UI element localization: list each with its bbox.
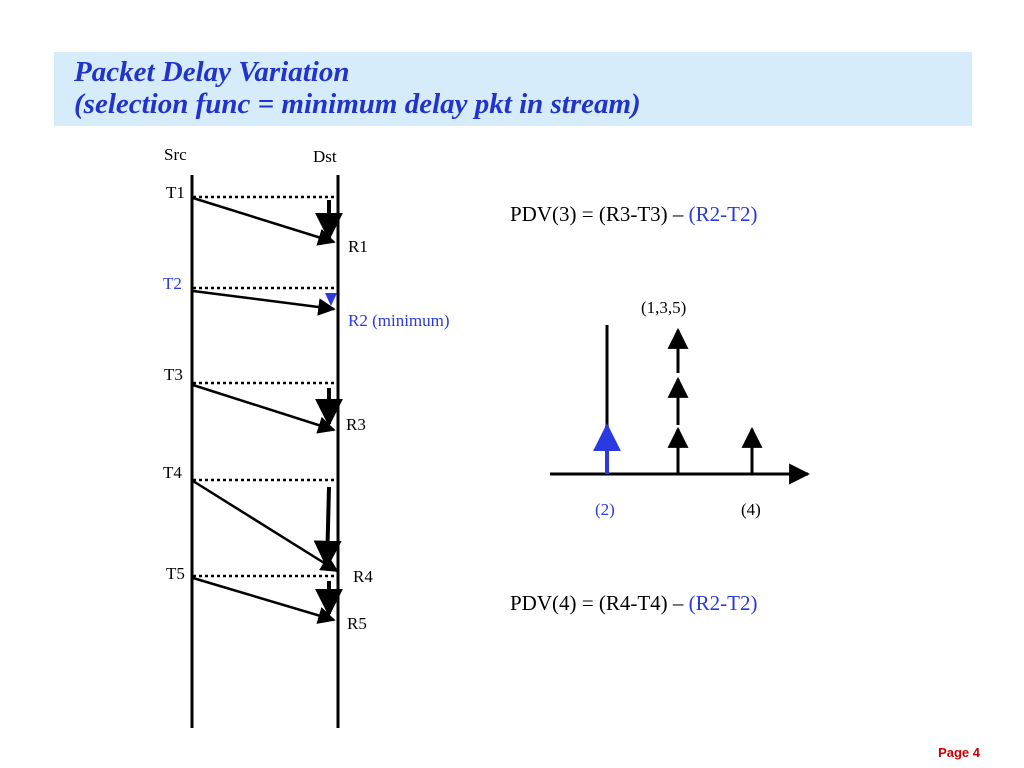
packet-3: T3 R3 xyxy=(164,365,366,434)
dst-lane-label: Dst xyxy=(313,147,337,166)
pdv4-formula: PDV(4) = (R4-T4) – (R2-T2) xyxy=(510,591,757,615)
packet-4: T4 R4 xyxy=(163,463,373,586)
packet-arrow xyxy=(192,479,339,573)
page-title: Packet Delay Variation xyxy=(74,56,350,88)
pdv3-formula: PDV(3) = (R3-T3) – (R2-T2) xyxy=(510,202,757,226)
send-label-t1: T1 xyxy=(166,183,185,202)
delay-arrow xyxy=(313,486,342,569)
recv-label-r4: R4 xyxy=(353,567,373,586)
send-label-t2: T2 xyxy=(163,274,182,293)
page-subtitle: (selection func = minimum delay pkt in s… xyxy=(74,88,641,120)
page-number: Page 4 xyxy=(938,745,980,760)
send-label-t3: T3 xyxy=(164,365,183,384)
packet-1: T1 R1 xyxy=(166,183,368,256)
pdv4-formula-reference: (R2-T2) xyxy=(689,591,758,615)
axis-label-min: (2) xyxy=(595,500,615,519)
pdv3-formula-main: PDV(3) = (R3-T3) – xyxy=(510,202,689,226)
stack-label: (1,3,5) xyxy=(641,298,686,317)
minimum-delay-marker xyxy=(325,293,337,306)
packet-5: T5 R5 xyxy=(166,564,367,633)
recv-label-r3: R3 xyxy=(346,415,366,434)
packet-arrow xyxy=(192,289,336,316)
send-label-t5: T5 xyxy=(166,564,185,583)
packet-arrow xyxy=(192,383,336,434)
recv-label-r5: R5 xyxy=(347,614,367,633)
pdv3-formula-reference: (R2-T2) xyxy=(689,202,758,226)
packet-2-minimum: T2 R2 (minimum) xyxy=(163,274,450,330)
send-label-t4: T4 xyxy=(163,463,182,482)
pdv-histogram: (1,3,5) (2) (4) xyxy=(550,298,811,519)
recv-label-r2: R2 (minimum) xyxy=(348,311,450,330)
packet-arrow xyxy=(192,576,336,624)
src-lane-label: Src xyxy=(164,145,187,164)
pdv4-formula-main: PDV(4) = (R4-T4) – xyxy=(510,591,689,615)
axis-label-4: (4) xyxy=(741,500,761,519)
title-banner: Packet Delay Variation (selection func =… xyxy=(54,52,972,126)
packet-arrow xyxy=(192,196,336,246)
recv-label-r1: R1 xyxy=(348,237,368,256)
